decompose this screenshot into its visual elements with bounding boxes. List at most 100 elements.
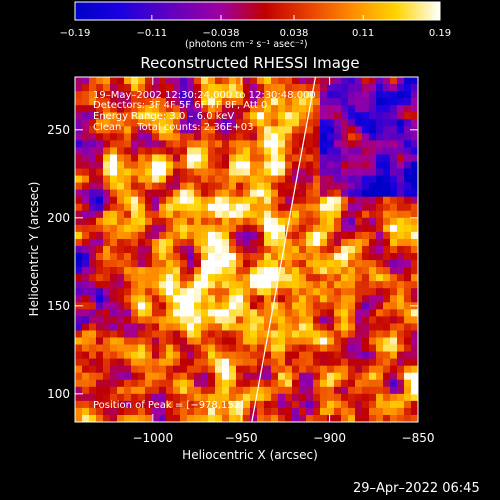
heatmap-cell <box>96 154 104 162</box>
heatmap-cell <box>124 91 132 99</box>
heatmap-cell <box>397 323 405 331</box>
heatmap-cell <box>82 105 90 113</box>
heatmap-cell <box>278 154 286 162</box>
heatmap-cell <box>110 203 118 212</box>
heatmap-cell <box>194 140 202 148</box>
heatmap-cell <box>145 323 153 331</box>
heatmap-cell <box>82 414 90 422</box>
heatmap-cell <box>159 161 167 169</box>
heatmap-cell <box>75 224 83 233</box>
heatmap-cell <box>285 316 293 324</box>
heatmap-cell <box>376 323 384 331</box>
heatmap-cell <box>383 407 391 416</box>
heatmap-cell <box>362 238 370 247</box>
heatmap-cell <box>187 217 195 226</box>
heatmap-cell <box>355 323 363 331</box>
heatmap-cell <box>96 316 104 324</box>
heatmap-cell <box>264 147 272 155</box>
heatmap-cell <box>292 126 300 134</box>
heatmap-cell <box>278 344 286 352</box>
heatmap-cell <box>257 105 265 113</box>
heatmap-cell <box>327 295 335 303</box>
heatmap-cell <box>383 302 391 310</box>
heatmap-cell <box>278 316 286 324</box>
heatmap-cell <box>327 203 335 212</box>
heatmap-cell <box>397 119 405 127</box>
heatmap-cell <box>201 393 209 402</box>
heatmap-cell <box>383 400 391 409</box>
heatmap-cell <box>362 386 370 395</box>
heatmap-cell <box>243 140 251 148</box>
heatmap-cell <box>376 407 384 416</box>
heatmap-cell <box>285 84 293 92</box>
heatmap-cell <box>201 203 209 212</box>
heatmap-cell <box>124 168 132 176</box>
heatmap-cell <box>299 386 307 395</box>
heatmap-cell <box>341 112 349 120</box>
heatmap-cell <box>397 182 405 190</box>
heatmap-cell <box>236 302 244 310</box>
heatmap-cell <box>376 260 384 268</box>
heatmap-cell <box>369 386 377 395</box>
heatmap-cell <box>404 337 412 345</box>
heatmap-cell <box>103 351 111 359</box>
heatmap-cell <box>82 274 90 282</box>
heatmap-cell <box>306 337 314 345</box>
heatmap-cell <box>397 154 405 162</box>
heatmap-cell <box>166 133 174 141</box>
heatmap-cell <box>117 400 125 409</box>
heatmap-cell <box>208 175 216 183</box>
heatmap-cell <box>320 203 328 212</box>
heatmap-cell <box>404 154 412 162</box>
heatmap-cell <box>173 210 181 219</box>
heatmap-cell <box>117 147 125 155</box>
heatmap-cell <box>229 147 237 155</box>
heatmap-cell <box>173 344 181 352</box>
heatmap-cell <box>306 189 314 197</box>
heatmap-cell <box>138 407 146 416</box>
heatmap-cell <box>124 281 132 289</box>
heatmap-cell <box>110 105 118 113</box>
heatmap-cell <box>271 210 279 219</box>
heatmap-cell <box>376 133 384 141</box>
heatmap-cell <box>159 245 167 254</box>
heatmap-cell <box>159 105 167 113</box>
heatmap-cell <box>369 365 377 374</box>
heatmap-cell <box>243 119 251 127</box>
heatmap-cell <box>166 126 174 134</box>
heatmap-cell <box>390 245 398 254</box>
heatmap-cell <box>236 175 244 183</box>
heatmap-cell <box>173 358 181 366</box>
heatmap-cell <box>411 400 418 409</box>
heatmap-cell <box>166 168 174 176</box>
heatmap-cell <box>194 372 202 381</box>
heatmap-cell <box>201 260 209 268</box>
heatmap-cell <box>138 133 146 141</box>
heatmap-cell <box>313 274 321 282</box>
heatmap-cell <box>348 281 356 289</box>
heatmap-cell <box>299 77 307 85</box>
heatmap-cell <box>264 351 272 359</box>
heatmap-cell <box>82 217 90 226</box>
heatmap-cell <box>306 386 314 395</box>
heatmap-cell <box>390 196 398 205</box>
heatmap-cell <box>355 168 363 176</box>
heatmap-cell <box>173 168 181 176</box>
heatmap-cell <box>75 217 83 226</box>
heatmap-cell <box>397 175 405 183</box>
heatmap-cell <box>96 91 104 99</box>
heatmap-cell <box>229 161 237 169</box>
heatmap-cell <box>299 358 307 366</box>
heatmap-cell <box>187 344 195 352</box>
heatmap-cell <box>131 77 139 85</box>
heatmap-cell <box>208 372 216 381</box>
heatmap-cell <box>187 147 195 155</box>
heatmap-cell <box>166 358 174 366</box>
heatmap-cell <box>327 189 335 197</box>
heatmap-cell <box>348 400 356 409</box>
heatmap-cell <box>222 168 230 176</box>
heatmap-cell <box>299 175 307 183</box>
heatmap-cell <box>355 224 363 233</box>
heatmap-cell <box>334 295 342 303</box>
heatmap-cell <box>194 119 202 127</box>
